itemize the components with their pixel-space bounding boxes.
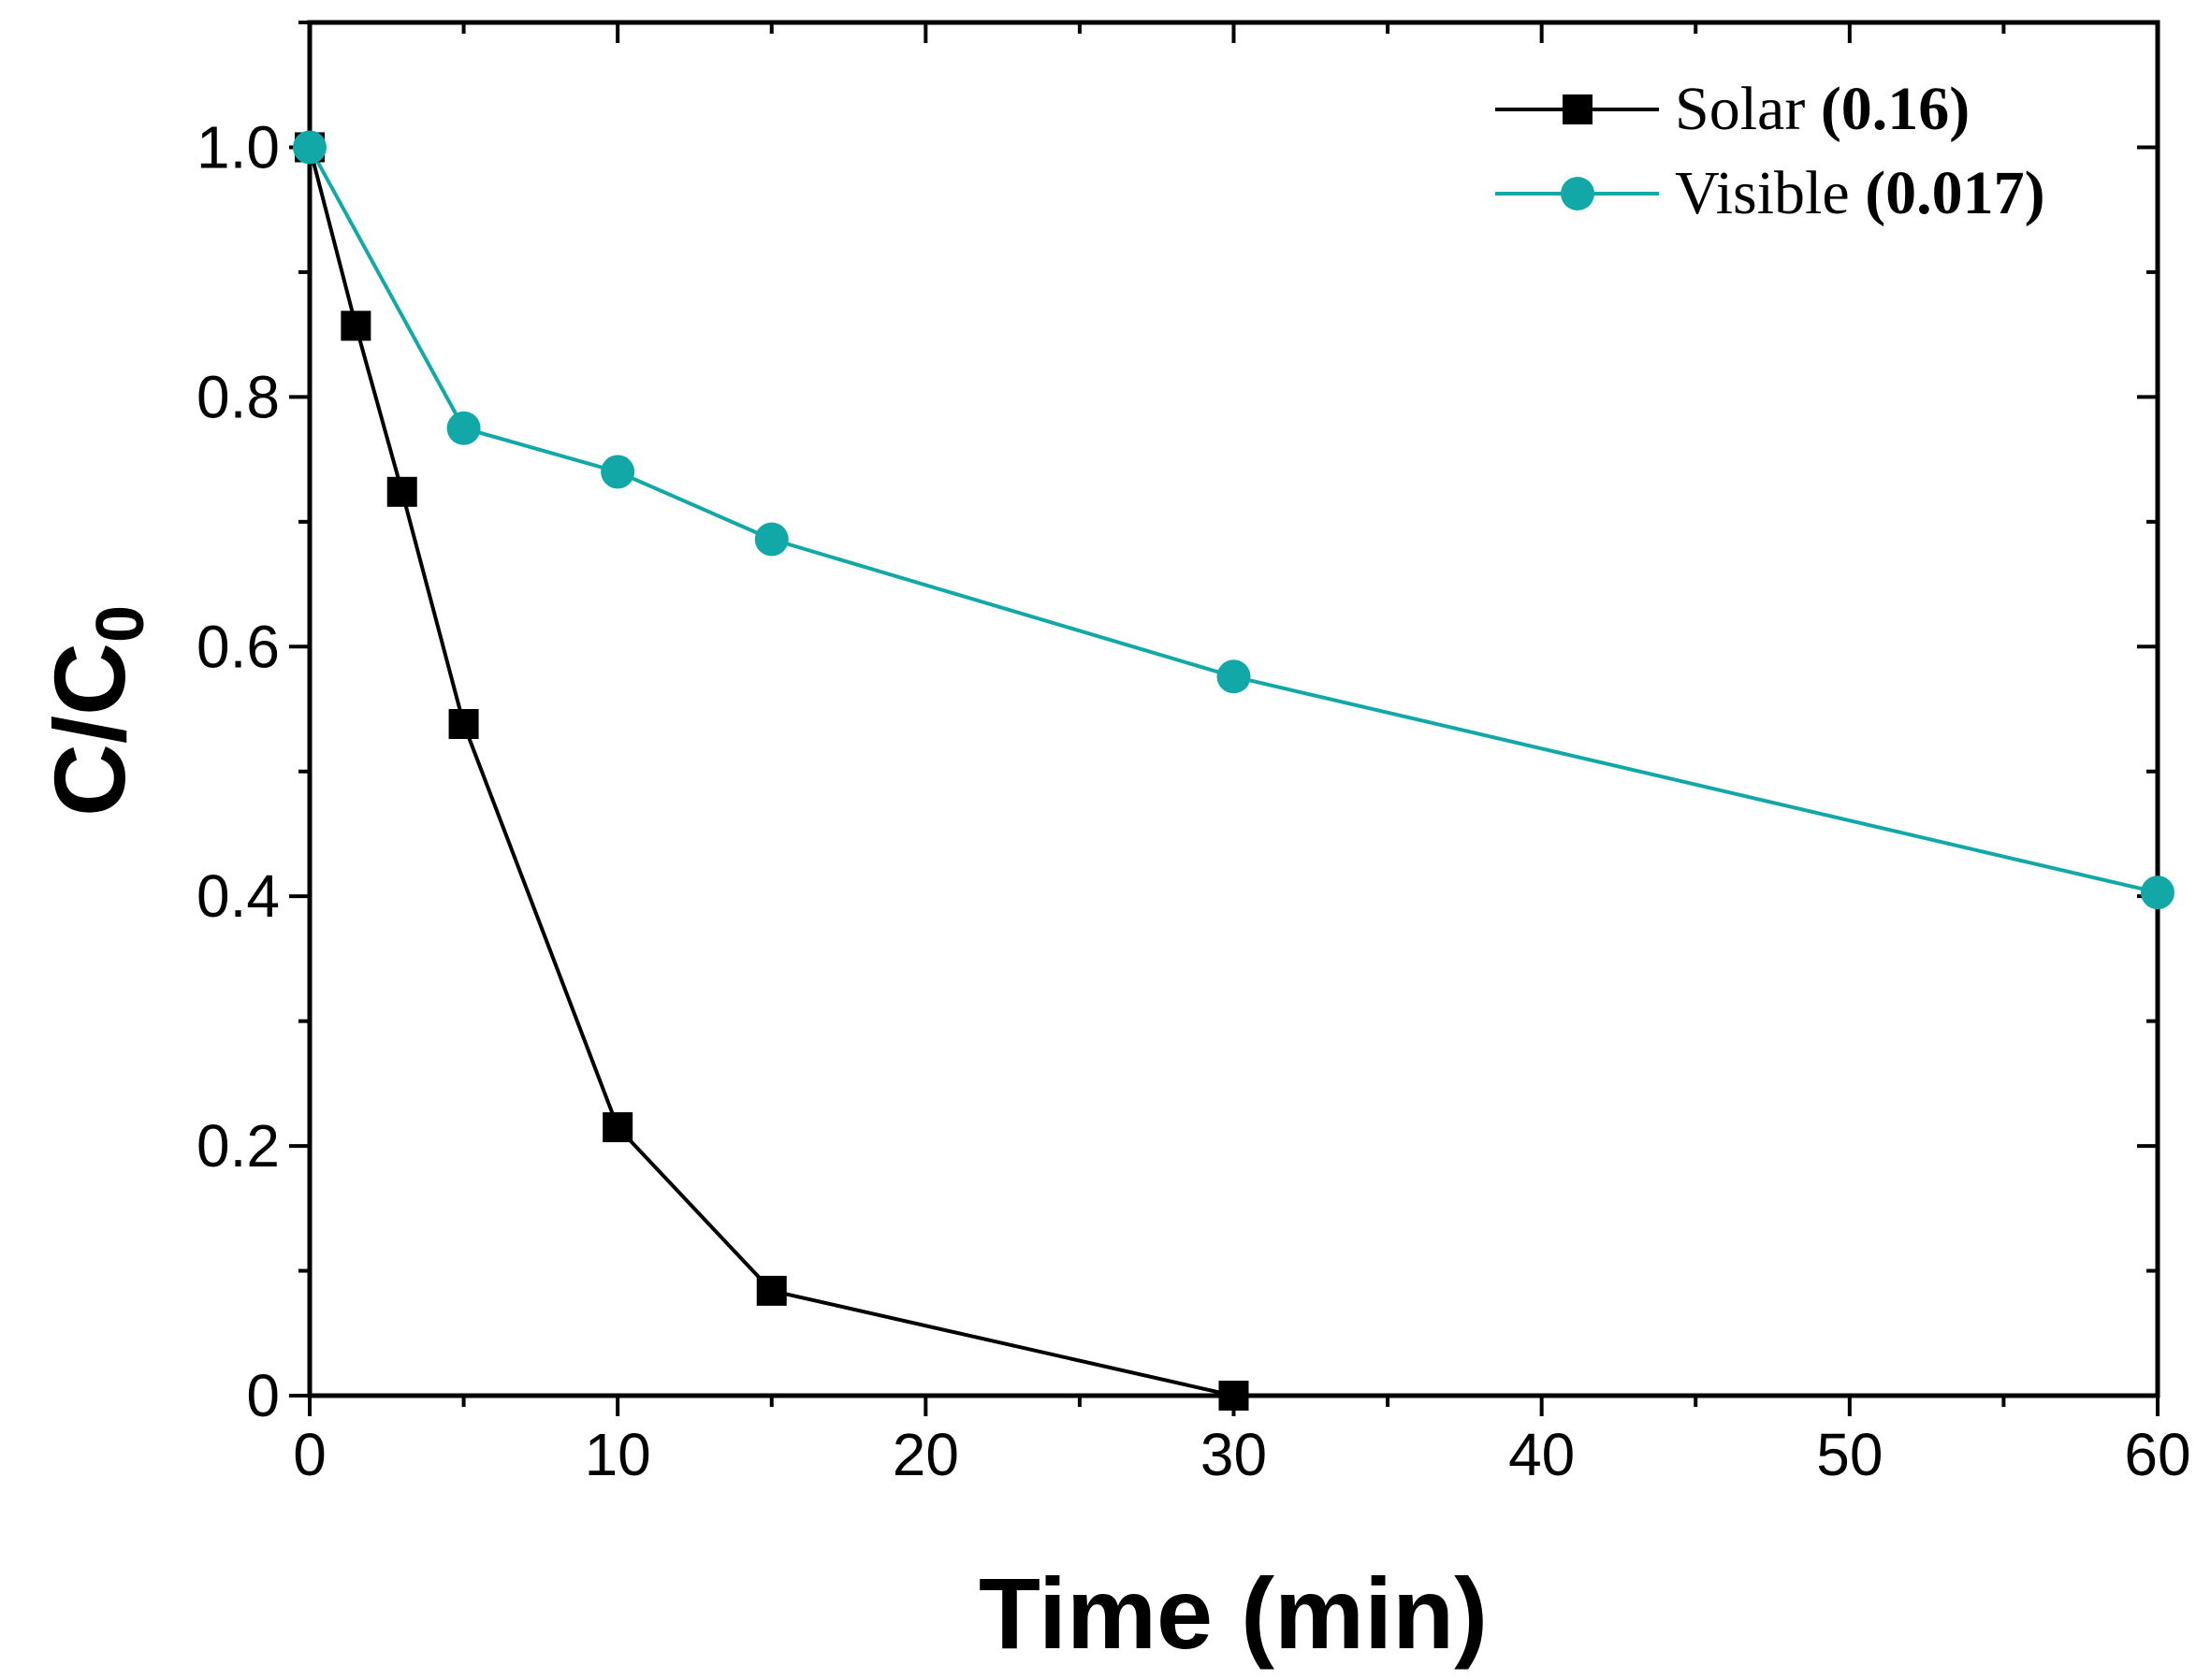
svg-text:Solar (0.16): Solar (0.16) — [1675, 75, 1970, 143]
series-line-visible — [308, 146, 2159, 895]
data-point-visible — [2141, 876, 2174, 910]
data-point-visible — [1216, 659, 1251, 694]
legend-rate-visible: (0.017) — [1865, 159, 2044, 227]
x-tick-label: 10 — [585, 1421, 651, 1488]
y-axis-title-main: C/C — [33, 643, 146, 817]
x-tick-label: 50 — [1816, 1421, 1883, 1488]
svg-text:C/C0: C/C0 — [33, 605, 158, 817]
axis-tick-labels: 0 10 20 30 40 50 60 0 0.2 0.4 0.6 0.8 1.0 — [196, 113, 2191, 1488]
x-tick-label: 60 — [2124, 1421, 2190, 1488]
y-tick-label: 0.4 — [196, 862, 280, 930]
legend-marker-solar — [1563, 94, 1592, 124]
y-tick-label: 1.0 — [196, 113, 280, 181]
legend-marker-visible — [1561, 177, 1594, 210]
y-tick-label: 0.8 — [196, 363, 280, 430]
x-tick-label: 30 — [1200, 1421, 1267, 1488]
x-tick-label: 40 — [1508, 1421, 1575, 1488]
legend: Solar (0.16) Visible (0.017) — [1495, 75, 2045, 227]
legend-label-visible: Visible — [1675, 159, 1850, 227]
data-point-solar — [341, 311, 371, 341]
series-line-solar — [308, 146, 1234, 1398]
legend-entry-visible: Visible (0.017) — [1495, 159, 2045, 227]
series-markers — [293, 130, 2174, 1411]
y-axis-title-subscript: 0 — [83, 605, 158, 643]
axis-ticks — [289, 21, 2160, 1416]
y-tick-label: 0.2 — [196, 1112, 280, 1180]
data-point-solar — [1218, 1381, 1249, 1411]
data-point-visible — [601, 455, 635, 489]
data-point-visible — [446, 411, 481, 445]
y-tick-label: 0 — [246, 1362, 280, 1429]
legend-rate-solar: (0.16) — [1821, 75, 1970, 143]
plot-frame — [307, 20, 2160, 1398]
y-tick-label: 0.6 — [196, 613, 280, 680]
x-tick-label: 20 — [893, 1421, 959, 1488]
series-lines — [308, 146, 2159, 1398]
y-axis-title: C/C0 — [33, 605, 158, 817]
data-point-solar — [448, 709, 479, 740]
legend-entry-solar: Solar (0.16) — [1495, 75, 1970, 143]
data-point-visible — [293, 130, 327, 165]
data-point-solar — [386, 476, 417, 507]
legend-label-solar: Solar — [1675, 75, 1805, 143]
svg-text:Visible (0.017): Visible (0.017) — [1675, 159, 2045, 227]
x-tick-label: 0 — [293, 1421, 327, 1488]
x-axis-title: Time (min) — [979, 1557, 1488, 1670]
data-point-visible — [754, 522, 789, 557]
data-point-solar — [603, 1112, 633, 1143]
data-point-solar — [756, 1275, 787, 1306]
